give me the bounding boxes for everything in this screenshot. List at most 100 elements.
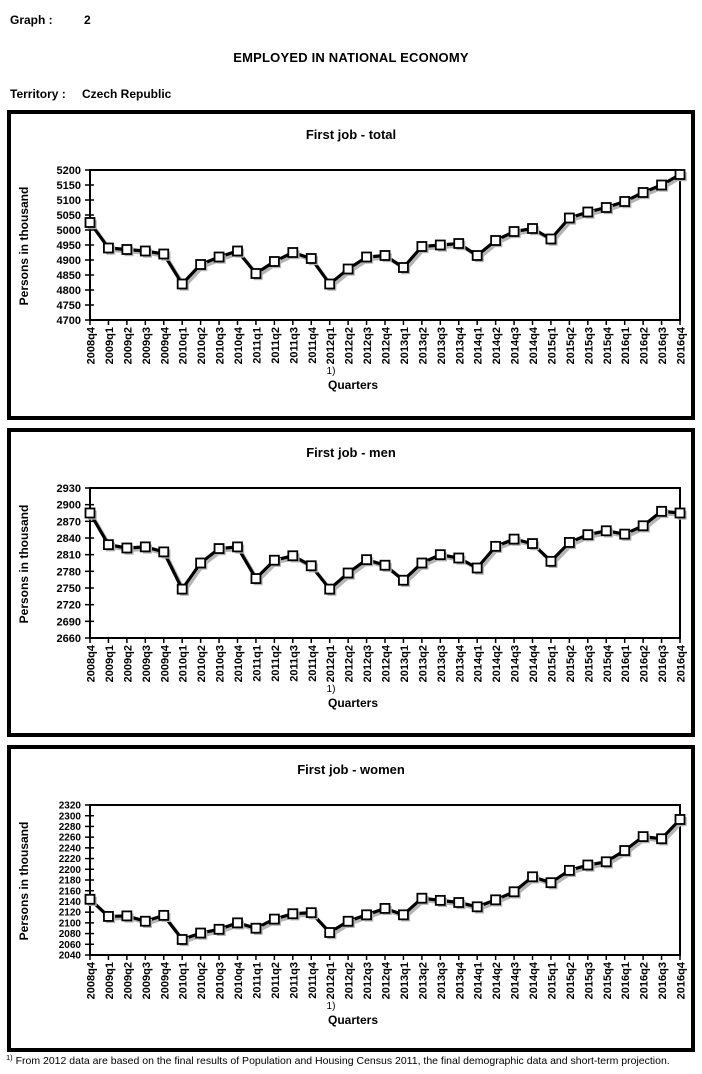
- svg-text:2012q3: 2012q3: [362, 962, 374, 999]
- svg-text:2008q4: 2008q4: [86, 326, 98, 364]
- svg-text:2016q4: 2016q4: [676, 326, 688, 364]
- svg-text:2010q3: 2010q3: [215, 645, 227, 682]
- chart-first-job-men: 2660 2690 2720 2750 2780 2810 2840 2870 2900 2930…: [7, 428, 695, 737]
- svg-text:2011q3: 2011q3: [288, 327, 300, 364]
- footnote-text: From 2012 data are based on the final re…: [15, 1055, 670, 1067]
- svg-text:2220: 2220: [59, 854, 82, 865]
- svg-text:2900: 2900: [57, 500, 81, 512]
- svg-text:2009q4: 2009q4: [159, 961, 171, 999]
- svg-text:2060: 2060: [59, 940, 82, 951]
- svg-text:2016q3: 2016q3: [657, 327, 669, 364]
- svg-text:2840: 2840: [57, 533, 81, 545]
- chart-title: First job - total: [305, 127, 397, 142]
- chart-title: First job - men: [306, 445, 396, 460]
- svg-text:2014q3: 2014q3: [510, 327, 522, 364]
- svg-text:2010q3: 2010q3: [215, 962, 227, 999]
- svg-text:2011q1: 2011q1: [251, 327, 263, 364]
- svg-text:2010q3: 2010q3: [215, 327, 227, 364]
- svg-text:2010q1: 2010q1: [178, 645, 190, 682]
- svg-text:2016q1: 2016q1: [620, 645, 632, 682]
- data-markers: [84, 505, 687, 596]
- svg-text:2009q1: 2009q1: [104, 962, 116, 999]
- svg-text:2016q1: 2016q1: [620, 327, 632, 364]
- y-axis: 2040206020802100212021402160218022002220…: [59, 801, 94, 962]
- svg-text:5150: 5150: [57, 180, 81, 192]
- svg-text:2016q3: 2016q3: [657, 645, 669, 682]
- svg-text:2780: 2780: [57, 566, 81, 578]
- svg-text:2660: 2660: [57, 633, 81, 645]
- svg-text:2040: 2040: [59, 951, 82, 962]
- series-line: [88, 509, 683, 595]
- svg-text:2013q1: 2013q1: [399, 327, 411, 364]
- x-axis-title: Quarters: [327, 696, 379, 710]
- svg-text:2015q3: 2015q3: [583, 962, 595, 999]
- svg-text:2015q4: 2015q4: [602, 326, 614, 364]
- y-axis-title: Persons in thousand: [17, 821, 31, 941]
- series-line: [88, 173, 684, 290]
- svg-text:2009q3: 2009q3: [141, 962, 153, 999]
- x-axis-footnote-marker: 1): [326, 1001, 336, 1012]
- x-axis: 2008q4 2009q1 2009q2 2009q3 2009q4 2010q1 2010…: [86, 638, 688, 682]
- line-chart-svg-men: 2660 2690 2720 2750 2780 2810 2840 2870 2900 2930…: [57, 483, 688, 682]
- svg-text:2009q4: 2009q4: [159, 326, 171, 364]
- svg-text:2013q4: 2013q4: [454, 644, 466, 682]
- svg-text:2870: 2870: [57, 516, 81, 528]
- svg-text:2010q2: 2010q2: [196, 645, 208, 682]
- svg-text:5100: 5100: [57, 195, 81, 207]
- svg-text:2010q4: 2010q4: [233, 326, 245, 364]
- x-axis: 2008q4 2009q1 2009q2 2009q3 2009q4 2010q1 2010…: [86, 320, 688, 364]
- y-axis-title: Persons in thousand: [17, 186, 31, 306]
- svg-text:2810: 2810: [57, 550, 81, 562]
- svg-text:2012q4: 2012q4: [381, 326, 393, 364]
- svg-text:2014q1: 2014q1: [473, 327, 485, 364]
- svg-text:4800: 4800: [57, 285, 81, 297]
- svg-text:2750: 2750: [57, 583, 81, 595]
- svg-text:2011q3: 2011q3: [288, 645, 300, 682]
- svg-text:2013q1: 2013q1: [399, 645, 411, 682]
- svg-text:2011q2: 2011q2: [270, 327, 282, 364]
- svg-text:2015q3: 2015q3: [583, 327, 595, 364]
- svg-text:2013q2: 2013q2: [417, 327, 429, 364]
- line-chart-svg-women: 2040206020802100212021402160218022002220…: [59, 801, 688, 1000]
- svg-text:2009q1: 2009q1: [104, 327, 116, 364]
- data-markers: [84, 169, 687, 291]
- graph-label: Graph :: [10, 13, 53, 27]
- data-markers: [84, 814, 687, 947]
- plot-frame: [89, 169, 681, 321]
- svg-text:2011q4: 2011q4: [307, 644, 319, 682]
- y-axis-title: Persons in thousand: [17, 504, 31, 624]
- svg-text:2014q3: 2014q3: [510, 962, 522, 999]
- svg-text:2015q4: 2015q4: [602, 644, 614, 682]
- svg-text:2240: 2240: [59, 843, 82, 854]
- x-axis-title: Quarters: [327, 1013, 379, 1027]
- svg-text:2008q4: 2008q4: [86, 961, 98, 999]
- svg-text:2009q2: 2009q2: [122, 962, 134, 999]
- svg-text:2011q2: 2011q2: [270, 962, 282, 999]
- svg-text:2014q4: 2014q4: [528, 961, 540, 999]
- svg-text:2015q1: 2015q1: [546, 645, 558, 682]
- svg-text:2016q2: 2016q2: [639, 327, 651, 364]
- svg-text:2015q1: 2015q1: [546, 327, 558, 364]
- x-axis-title: Quarters: [327, 378, 379, 392]
- svg-text:2012q2: 2012q2: [344, 645, 356, 682]
- svg-text:2011q2: 2011q2: [270, 645, 282, 682]
- svg-text:2100: 2100: [59, 918, 82, 929]
- page-title: EMPLOYED IN NATIONAL ECONOMY: [233, 50, 469, 65]
- svg-text:2012q1: 2012q1: [325, 645, 337, 682]
- svg-text:2010q4: 2010q4: [233, 644, 245, 682]
- svg-text:2015q2: 2015q2: [565, 962, 577, 999]
- territory-value: Czech Republic: [82, 87, 172, 101]
- page-footnote: 1) From 2012 data are based on the final…: [6, 1053, 698, 1067]
- svg-text:2013q2: 2013q2: [417, 645, 429, 682]
- svg-text:2009q2: 2009q2: [122, 327, 134, 364]
- svg-text:5000: 5000: [57, 225, 81, 237]
- svg-text:2012q3: 2012q3: [362, 645, 374, 682]
- chart-first-job-women: 2040 2060 2080 2100 2120 2140 2160 2180 2200 2220…: [7, 745, 695, 1052]
- svg-text:2009q2: 2009q2: [122, 645, 134, 682]
- x-axis-footnote-marker: 1): [326, 684, 336, 695]
- svg-text:2013q4: 2013q4: [454, 961, 466, 999]
- chart-first-job-total: 4700 4750 4800 4850 4900 4950 5000 5050 5100 5150…: [7, 110, 695, 420]
- svg-text:2009q1: 2009q1: [104, 645, 116, 682]
- svg-text:2015q2: 2015q2: [565, 327, 577, 364]
